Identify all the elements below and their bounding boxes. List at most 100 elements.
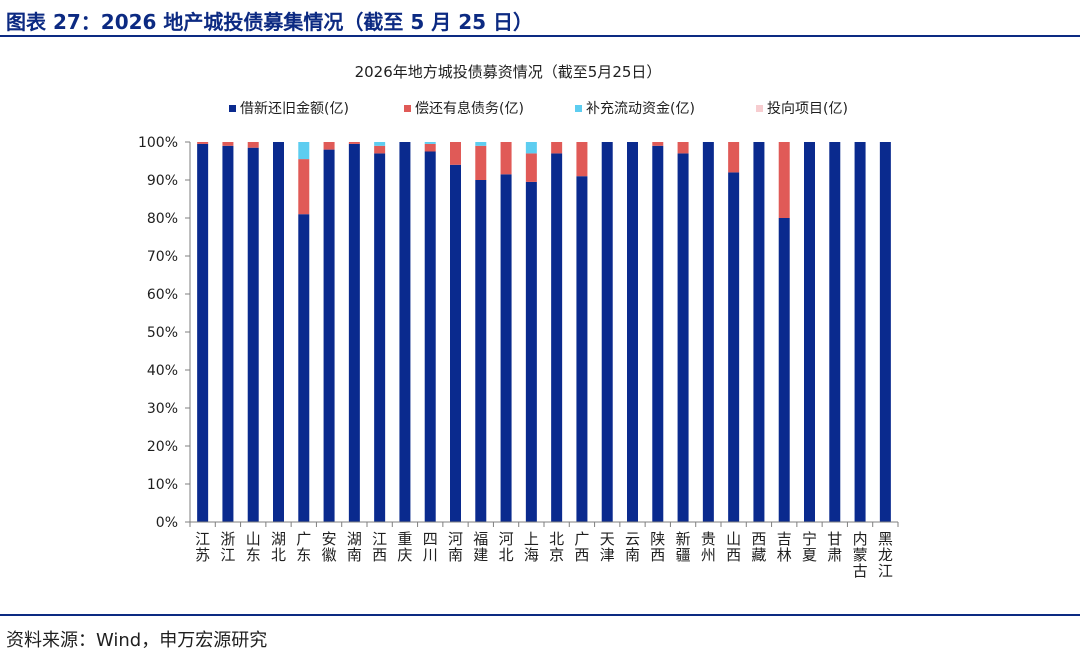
legend-label: 偿还有息债务(亿) — [415, 100, 524, 117]
bar-segment-series-2 — [374, 145, 386, 154]
bar-segment-series-1 — [627, 142, 638, 522]
bar-segment-series-1 — [601, 142, 613, 522]
bar-segment-series-1 — [576, 176, 588, 522]
bar-stack — [627, 142, 638, 522]
bar-segment-series-2 — [728, 142, 740, 173]
bar-segment-series-1 — [551, 153, 563, 522]
bar-segment-series-2 — [298, 159, 310, 215]
x-tick-label: 天津 — [600, 530, 615, 564]
x-tick-label: 北京 — [549, 530, 564, 564]
bar-segment-series-1 — [323, 149, 335, 522]
x-tick-label: 上海 — [524, 530, 539, 564]
bar-segment-series-1 — [677, 153, 689, 522]
bar-segment-series-1 — [879, 142, 891, 522]
bar-segment-series-2 — [677, 142, 689, 154]
y-tick-label: 0% — [156, 515, 178, 531]
bar-stack — [551, 142, 563, 522]
bar-stack — [323, 142, 335, 522]
x-tick-label: 江苏 — [195, 530, 210, 564]
bar-segment-series-1 — [450, 164, 461, 523]
bar-segment-series-1 — [753, 142, 765, 522]
y-axis: 0% 10% 20% 30% 40% 50% 60% 70% 80% 90% 100% — [138, 135, 191, 531]
bar-stack — [576, 142, 588, 522]
bar-segment-series-3 — [374, 142, 386, 146]
x-axis: 江苏浙江山东湖北广东安徽湖南江西重庆四川河南福建河北上海北京广西天津云南陕西新疆… — [189, 521, 899, 580]
bar-segment-series-1 — [778, 218, 790, 522]
x-tick-label: 内蒙古 — [853, 530, 868, 580]
bar-stack — [197, 142, 209, 522]
bar-segment-series-2 — [778, 142, 790, 218]
bar-segment-series-2 — [551, 142, 563, 154]
bar-segment-series-1 — [525, 181, 537, 522]
bar-segment-series-1 — [500, 174, 512, 523]
bar-stack — [753, 142, 765, 522]
bar-stack — [804, 142, 815, 522]
x-tick-label: 吉林 — [777, 530, 792, 564]
x-tick-label: 云南 — [625, 530, 640, 564]
bar-segment-series-2 — [450, 142, 461, 165]
x-tick-label: 宁夏 — [802, 530, 817, 564]
bar-segment-series-3 — [424, 142, 436, 144]
bar-segment-series-1 — [829, 142, 841, 522]
bar-segment-series-2 — [323, 142, 335, 150]
bar-stack — [778, 142, 790, 522]
bar-stack — [424, 142, 436, 522]
bar-stack — [829, 142, 841, 522]
y-tick-label: 10% — [147, 477, 178, 493]
bar-stack — [702, 142, 714, 522]
bar-segment-series-1 — [197, 143, 209, 522]
bar-stack — [601, 142, 613, 522]
bar-stack — [348, 142, 360, 522]
bar-segment-series-1 — [854, 142, 866, 522]
bar-stack — [247, 142, 259, 522]
bar-segment-series-1 — [222, 145, 234, 523]
x-tick-label: 安徽 — [322, 530, 337, 564]
bar-stack — [273, 142, 284, 522]
y-tick-label: 30% — [147, 401, 178, 417]
y-tick-label: 80% — [147, 211, 178, 227]
legend: 借新还旧金额(亿) 偿还有息债务(亿) 补充流动资金(亿) 投向项目(亿) — [229, 100, 848, 117]
bar-segment-series-3 — [525, 142, 537, 154]
bar-stack — [677, 142, 689, 522]
legend-swatch-series-1 — [229, 105, 236, 112]
bar-segment-series-2 — [348, 142, 360, 144]
bar-segment-series-2 — [247, 142, 259, 148]
bar-stack — [854, 142, 866, 522]
bar-stack — [525, 142, 537, 522]
y-tick-label: 50% — [147, 325, 178, 341]
x-tick-label: 甘肃 — [827, 530, 842, 564]
x-tick-label: 福建 — [473, 530, 488, 564]
bar-segment-series-1 — [247, 147, 259, 522]
x-tick-label: 重庆 — [397, 530, 412, 564]
y-tick-label: 20% — [147, 439, 178, 455]
x-tick-label: 浙江 — [220, 530, 235, 564]
bar-segment-series-1 — [424, 151, 436, 522]
y-tick-label: 70% — [147, 249, 178, 265]
bar-stack — [879, 142, 891, 522]
legend-label: 补充流动资金(亿) — [586, 101, 695, 117]
bar-stack — [222, 142, 234, 523]
x-tick-label: 新疆 — [676, 530, 691, 564]
source-note: 资料来源：Wind，申万宏源研究 — [6, 630, 268, 651]
bar-segment-series-2 — [525, 153, 537, 182]
bar-segment-series-2 — [222, 142, 234, 146]
x-tick-label: 山西 — [726, 530, 741, 564]
bar-segment-series-1 — [728, 172, 740, 522]
header-divider — [0, 35, 1080, 37]
legend-swatch-series-4 — [756, 105, 763, 112]
x-tick-label: 广西 — [574, 530, 589, 564]
x-tick-label: 黑龙江 — [878, 530, 893, 580]
bar-segment-series-2 — [197, 142, 209, 144]
bar-segment-series-2 — [652, 142, 664, 146]
bar-segment-series-2 — [424, 143, 436, 152]
bar-segment-series-2 — [500, 142, 512, 175]
footer-divider — [0, 614, 1080, 616]
bar-segment-series-1 — [348, 143, 360, 522]
x-tick-label: 河北 — [499, 530, 514, 564]
bar-stack — [399, 142, 411, 522]
chart-title: 2026年地方城投债募资情况（截至5月25日） — [355, 63, 662, 81]
x-tick-label: 河南 — [448, 530, 463, 564]
stacked-bar-chart: 2026年地方城投债募资情况（截至5月25日） 借新还旧金额(亿) 偿还有息债务(… — [138, 63, 899, 580]
x-tick-label: 山东 — [246, 530, 261, 564]
y-tick-label: 40% — [147, 363, 178, 379]
